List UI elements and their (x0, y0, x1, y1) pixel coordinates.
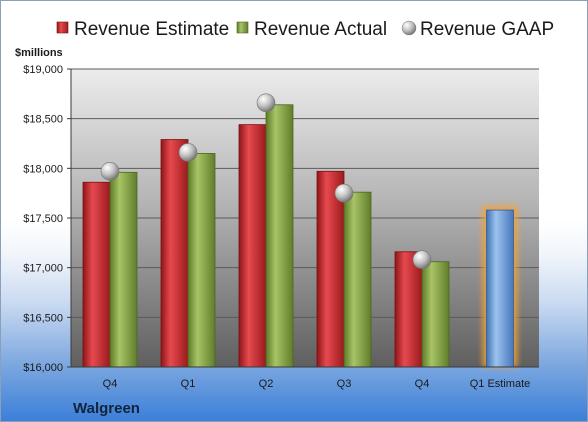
y-tick-label: $19,000 (23, 64, 63, 76)
bar-revenue-estimate (316, 170, 345, 368)
bar-revenue-estimate (394, 251, 423, 368)
category-group (316, 170, 372, 368)
bars-group (82, 93, 518, 368)
category-group (160, 139, 216, 368)
x-tick-label: Q3 (337, 378, 352, 390)
y-tick-label: $16,000 (23, 362, 63, 374)
company-name: Walgreen (73, 400, 140, 417)
x-tick-label: Q4 (415, 378, 430, 390)
legend-swatch (401, 20, 417, 36)
marker-revenue-gaap (256, 93, 276, 113)
marker-revenue-gaap (100, 162, 120, 181)
bar-revenue-estimate-projected (486, 209, 514, 368)
x-tick-label: Q2 (259, 378, 274, 390)
bar-revenue-actual (343, 191, 372, 368)
legend-label: Revenue Estimate (74, 19, 229, 40)
x-tick-label: Q1 (181, 378, 196, 390)
y-tick-label: $18,000 (23, 163, 63, 175)
category-group (82, 162, 138, 368)
legend-item: Revenue Estimate (56, 19, 229, 40)
bar-revenue-estimate (238, 124, 267, 368)
x-tick-label: Q4 (103, 378, 118, 390)
legend-label: Revenue GAAP (420, 19, 554, 40)
bar-revenue-actual (109, 171, 138, 368)
x-axis-ticks: Q4 Q1 Q2 Q3 Q4 Q1 Estimate (71, 366, 539, 390)
marker-revenue-gaap (334, 183, 354, 203)
category-group (482, 206, 518, 368)
y-axis-ticks: $16,000 $16,500 $17,000 $17,500 $18,000 $18,5… (23, 64, 72, 374)
y-tick-label: $17,000 (23, 263, 63, 275)
marker-revenue-gaap (412, 250, 432, 270)
marker-revenue-gaap (178, 143, 198, 162)
bar-revenue-actual (187, 153, 216, 368)
bar-revenue-actual (421, 261, 450, 368)
legend-label: Revenue Actual (254, 19, 387, 40)
y-tick-label: $18,500 (23, 114, 63, 126)
y-tick-label: $16,500 (23, 312, 63, 324)
x-tick-label: Q1 Estimate (470, 378, 531, 390)
category-group (394, 250, 450, 368)
y-tick-label: $17,500 (23, 213, 63, 225)
bar-revenue-estimate (82, 181, 111, 368)
category-group (238, 93, 294, 368)
legend-swatch (236, 21, 249, 34)
legend-item: Revenue GAAP (401, 19, 554, 40)
y-axis-unit-label: $millions (15, 47, 63, 59)
legend-item: Revenue Actual (236, 19, 387, 40)
bar-revenue-actual (265, 104, 294, 368)
chart-legend: Revenue Estimate Revenue Actual Revenue GA… (56, 19, 554, 40)
bar-revenue-estimate (160, 139, 189, 368)
legend-swatch (56, 21, 69, 34)
